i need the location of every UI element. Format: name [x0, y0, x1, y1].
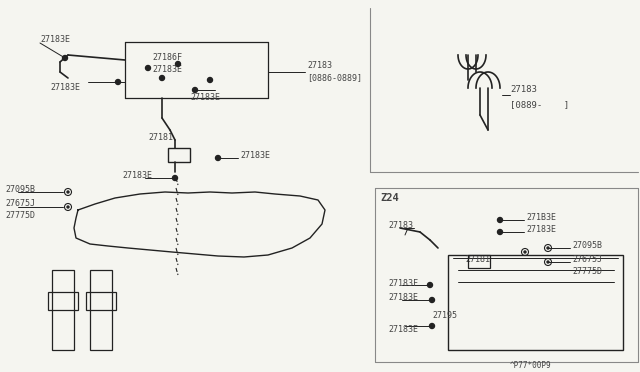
Text: 27183: 27183: [388, 221, 413, 231]
Text: 27183E: 27183E: [388, 326, 418, 334]
Text: 27183E: 27183E: [50, 83, 80, 93]
Circle shape: [67, 206, 69, 208]
Circle shape: [429, 324, 435, 328]
Circle shape: [428, 282, 433, 288]
Text: 27675J: 27675J: [5, 199, 35, 208]
Bar: [86, 292, 116, 310]
Circle shape: [216, 155, 221, 160]
Bar: [468, 255, 490, 268]
Bar: [52, 270, 74, 350]
Text: 27183E: 27183E: [388, 294, 418, 302]
Circle shape: [67, 191, 69, 193]
Circle shape: [115, 80, 120, 84]
Circle shape: [429, 298, 435, 302]
Bar: [168, 148, 190, 162]
Text: [0889-    ]: [0889- ]: [510, 100, 569, 109]
Circle shape: [207, 77, 212, 83]
Text: 27183E: 27183E: [122, 170, 152, 180]
Circle shape: [193, 87, 198, 93]
Text: 27195: 27195: [432, 311, 457, 321]
Circle shape: [175, 61, 180, 67]
Text: 27095B: 27095B: [5, 185, 35, 193]
Text: 27183E: 27183E: [526, 225, 556, 234]
Text: 271B3E: 271B3E: [526, 214, 556, 222]
Text: 27183E: 27183E: [152, 64, 182, 74]
Circle shape: [497, 230, 502, 234]
Text: 27775D: 27775D: [5, 211, 35, 219]
Text: 27183: 27183: [510, 86, 537, 94]
Text: 27181: 27181: [465, 256, 490, 264]
Text: 27095B: 27095B: [572, 241, 602, 250]
Text: 27183: 27183: [307, 61, 332, 70]
Bar: [448, 255, 623, 350]
Circle shape: [145, 65, 150, 71]
Circle shape: [497, 218, 502, 222]
Circle shape: [547, 247, 549, 249]
Circle shape: [547, 261, 549, 263]
Text: 27775D: 27775D: [572, 266, 602, 276]
Text: 27183E: 27183E: [190, 93, 220, 103]
Bar: [90, 270, 112, 350]
Text: Z24: Z24: [380, 193, 399, 203]
Text: 27183F: 27183F: [388, 279, 418, 288]
Circle shape: [524, 251, 526, 253]
Text: 27186F: 27186F: [152, 52, 182, 61]
Text: [0886-0889]: [0886-0889]: [307, 74, 362, 83]
Text: 27183E: 27183E: [40, 35, 70, 45]
Bar: [48, 292, 78, 310]
Text: 27181: 27181: [148, 134, 173, 142]
Circle shape: [173, 176, 177, 180]
Text: ^P77*00P9: ^P77*00P9: [510, 362, 552, 371]
Text: 27675J: 27675J: [572, 256, 602, 264]
Circle shape: [159, 76, 164, 80]
Circle shape: [63, 55, 67, 61]
Text: 27183E: 27183E: [240, 151, 270, 160]
